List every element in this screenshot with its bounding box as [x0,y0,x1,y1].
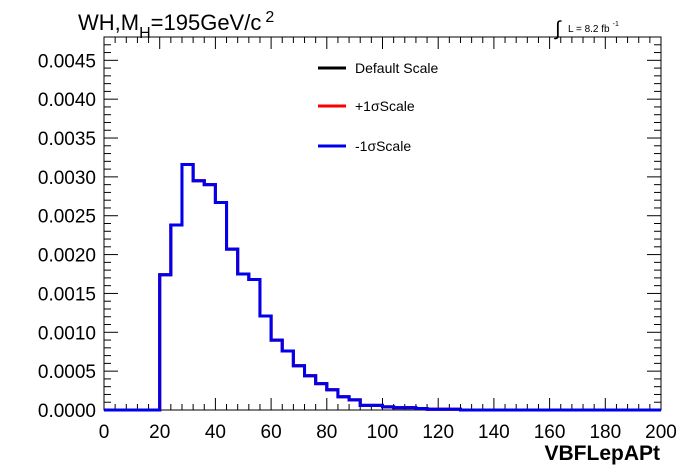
x-tick-label: 160 [534,422,566,443]
x-tick-label: 120 [422,422,454,443]
legend-label-minus1sigma: -1σScale [355,138,411,154]
x-tick-label: 0 [99,422,110,443]
title-main: WH,M [78,10,139,35]
x-tick-label: 100 [367,422,399,443]
x-tick-label: 180 [589,422,621,443]
title-rest: =195GeV/c [151,10,262,35]
y-tick-label: 0.0040 [38,90,96,111]
axes: 0 20 40 60 80 100 120 140 160 180 200 0.0000 0.0005 0… [38,36,677,443]
legend-label-plus1sigma: +1σScale [355,98,415,114]
legend-label-default-scale: Default Scale [355,60,438,76]
y-tick-label: 0.0045 [38,51,96,72]
x-tick-label: 40 [205,422,226,443]
lumi-superscript: -1 [613,21,619,28]
series-layer [104,162,661,412]
series-line-2 [104,162,661,412]
y-tick-label: 0.0000 [38,401,96,422]
chart-title: WH,MH=195GeV/c 2 [78,9,274,42]
lumi-annotation: L = 8.2 fb -1 [568,21,619,35]
x-tick-label: 20 [149,422,170,443]
x-tick-label: 60 [261,422,282,443]
x-tick-label: 80 [316,422,337,443]
y-tick-label: 0.0035 [38,129,96,150]
title-superscript: 2 [265,9,274,26]
y-tick-label: 0.0025 [38,207,96,228]
y-tick-label: 0.0020 [38,246,96,267]
legend: Default Scale +1σScale -1σScale [318,60,438,154]
lumi-integral: ∫ [554,18,562,40]
title-subscript: H [139,25,151,42]
y-tick-label: 0.0015 [38,284,96,305]
x-axis-label: VBFLepAPt [545,442,661,465]
y-tick-label: 0.0005 [38,362,96,383]
y-tick-label: 0.0010 [38,323,96,344]
x-tick-label: 140 [478,422,510,443]
lumi-text: L = 8.2 fb [568,24,610,35]
x-tick-label: 200 [645,422,677,443]
y-tick-label: 0.0030 [38,168,96,189]
